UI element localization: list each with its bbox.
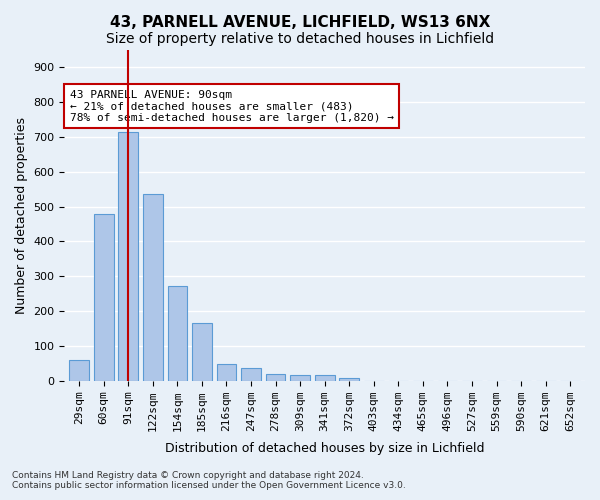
Bar: [217, 364, 236, 380]
Bar: [70, 360, 89, 380]
Text: 43 PARNELL AVENUE: 90sqm
← 21% of detached houses are smaller (483)
78% of semi-: 43 PARNELL AVENUE: 90sqm ← 21% of detach…: [70, 90, 394, 123]
Text: Size of property relative to detached houses in Lichfield: Size of property relative to detached ho…: [106, 32, 494, 46]
Bar: [340, 378, 359, 380]
Bar: [290, 376, 310, 380]
Y-axis label: Number of detached properties: Number of detached properties: [15, 117, 28, 314]
Bar: [167, 286, 187, 380]
Bar: [192, 323, 212, 380]
Bar: [143, 194, 163, 380]
X-axis label: Distribution of detached houses by size in Lichfield: Distribution of detached houses by size …: [165, 442, 484, 455]
Bar: [315, 376, 335, 380]
Bar: [118, 132, 138, 380]
Bar: [266, 374, 286, 380]
Bar: [94, 214, 113, 380]
Text: Contains HM Land Registry data © Crown copyright and database right 2024.
Contai: Contains HM Land Registry data © Crown c…: [12, 470, 406, 490]
Text: 43, PARNELL AVENUE, LICHFIELD, WS13 6NX: 43, PARNELL AVENUE, LICHFIELD, WS13 6NX: [110, 15, 490, 30]
Bar: [241, 368, 261, 380]
